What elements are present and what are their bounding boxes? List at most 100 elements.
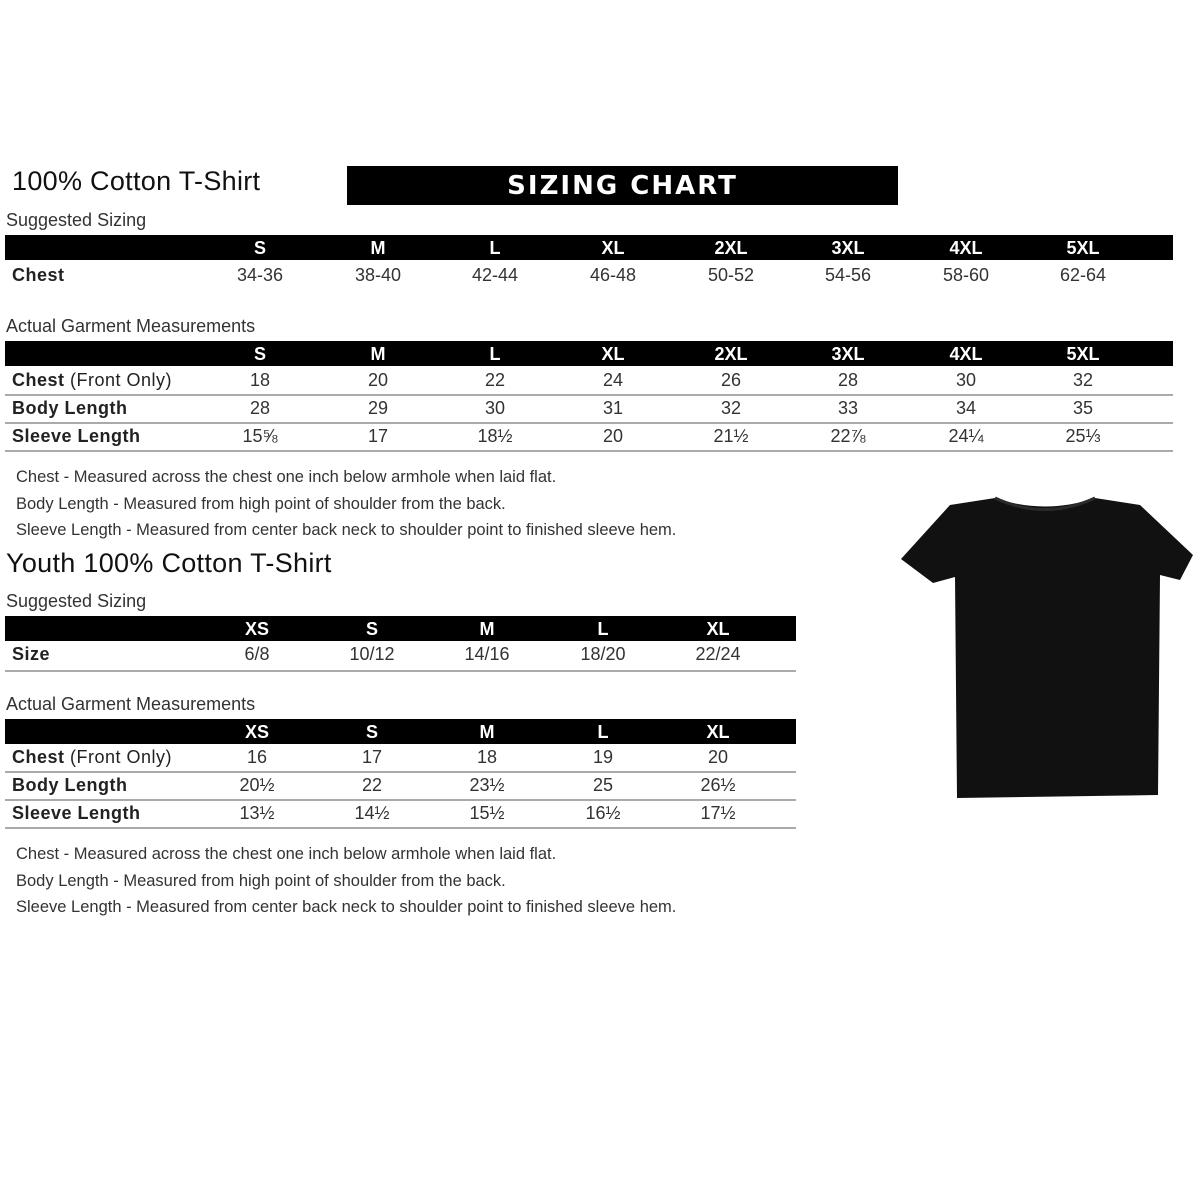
note-line: Chest - Measured across the chest one in… [16,468,557,486]
cell: 26 [720,370,742,390]
size-header-l: L [489,238,501,258]
youth-size-row: Size 6/8 10/12 14/16 18/20 22/24 [0,640,796,668]
cell: 18 [249,370,271,390]
cell: 25⅓ [1065,426,1101,446]
cell: 15⅝ [242,426,278,446]
adult-actual-label: Actual Garment Measurements [6,316,256,336]
cell: 30 [955,370,977,390]
note-line: Body Length - Measured from high point o… [16,494,506,513]
table-row: Sleeve Length 15⅝ 17 18½ 20 21½ 22⅞ 24¼ 25⅓ [0,422,1173,450]
size-header-5xl: 5XL [1066,238,1100,258]
cell: 18/20 [580,644,626,664]
cell: 20 [367,370,389,390]
cell: 22 [484,370,506,390]
cell: 19 [592,747,614,767]
cell: 31 [602,398,624,418]
youth-suggested-label: Suggested Sizing [6,591,147,611]
table-row: Chest (Front Only) 18 20 22 24 26 28 30 32 [0,366,1173,394]
size-header-2xl: 2XL [714,344,748,364]
youth-actual-header: XS S M L XL [5,719,796,744]
size-header-l: L [597,619,609,639]
youth-suggested-header: XS S M L XL [5,616,796,641]
cell: 38-40 [354,265,402,285]
size-header-xl: XL [706,722,730,742]
size-header-2xl: 2XL [714,238,748,258]
divider [5,799,796,801]
divider [5,670,796,672]
cell: 15½ [469,803,505,823]
row-label: Chest (Front Only) [12,747,173,767]
adult-chest-row: Chest 34-36 38-40 42-44 46-48 50-52 54-56 58-6… [0,261,1173,289]
adult-notes: Chest - Measured across the chest one in… [16,464,676,544]
size-header-xl: XL [601,238,625,258]
youth-actual-label: Actual Garment Measurements [6,694,256,714]
size-header-m: M [370,344,386,364]
row-label: Body Length [12,398,128,418]
cell: 62-64 [1059,265,1107,285]
divider [5,422,1173,424]
size-header-s: S [253,344,266,364]
cell: 18 [476,747,498,767]
cell: 46-48 [589,265,637,285]
size-header-m: M [370,238,386,258]
cell: 34 [955,398,977,418]
cell: 32 [1072,370,1094,390]
cell: 14/16 [464,644,510,664]
adult-suggested-label: Suggested Sizing [6,210,147,230]
cell: 28 [249,398,271,418]
tshirt-image [901,496,1193,798]
adult-title: 100% Cotton T-Shirt [12,166,261,196]
size-header-m: M [479,722,495,742]
note-line: Body Length - Measured from high point o… [16,871,506,890]
cell: 30 [484,398,506,418]
row-label: Chest (Front Only) [12,370,173,390]
cell: 34-36 [236,265,284,285]
cell: 32 [720,398,742,418]
cell: 24 [602,370,624,390]
cell: 23½ [469,775,505,795]
size-header-m: M [479,619,495,639]
size-header-4xl: 4XL [949,238,983,258]
size-header-3xl: 3XL [831,238,865,258]
size-header-l: L [597,722,609,742]
youth-notes: Chest - Measured across the chest one in… [16,841,676,921]
size-header-5xl: 5XL [1066,344,1100,364]
divider [5,771,796,773]
divider [5,827,796,829]
cell: 58-60 [942,265,990,285]
cell: 33 [837,398,859,418]
size-header-3xl: 3XL [831,344,865,364]
cell: 13½ [239,803,275,823]
cell: 17 [361,747,383,767]
cell: 50-52 [707,265,755,285]
table-row: Body Length 20½ 22 23½ 25 26½ [0,771,796,799]
tshirt-shape [901,498,1193,798]
table-row: Sleeve Length 13½ 14½ 15½ 16½ 17½ [0,799,796,827]
cell: 18½ [477,426,513,446]
row-label: Chest [12,265,65,285]
cell: 20½ [239,775,275,795]
cell: 14½ [354,803,390,823]
table-row: Body Length 28 29 30 31 32 33 34 35 [0,394,1173,422]
size-header-xs: XS [244,619,269,639]
youth-title: Youth 100% Cotton T-Shirt [6,548,332,578]
note-line: Chest - Measured across the chest one in… [16,845,557,863]
cell: 24¼ [948,426,984,446]
cell: 22⅞ [830,426,866,446]
size-header-l: L [489,344,501,364]
adult-suggested-header: S M L XL 2XL 3XL 4XL 5XL [5,235,1173,260]
cell: 22/24 [695,644,741,664]
cell: 10/12 [349,644,395,664]
row-label: Sleeve Length [12,803,141,823]
cell: 26½ [700,775,736,795]
size-header-s: S [365,619,378,639]
size-header-xl: XL [706,619,730,639]
note-line: Sleeve Length - Measured from center bac… [16,521,677,539]
table-row: Chest (Front Only) 16 17 18 19 20 [0,743,796,771]
row-label: Sleeve Length [12,426,141,446]
cell: 17½ [700,803,736,823]
divider [5,394,1173,396]
row-label: Size [12,644,51,664]
cell: 20 [602,426,624,446]
adult-actual-header: S M L XL 2XL 3XL 4XL 5XL [5,341,1173,366]
